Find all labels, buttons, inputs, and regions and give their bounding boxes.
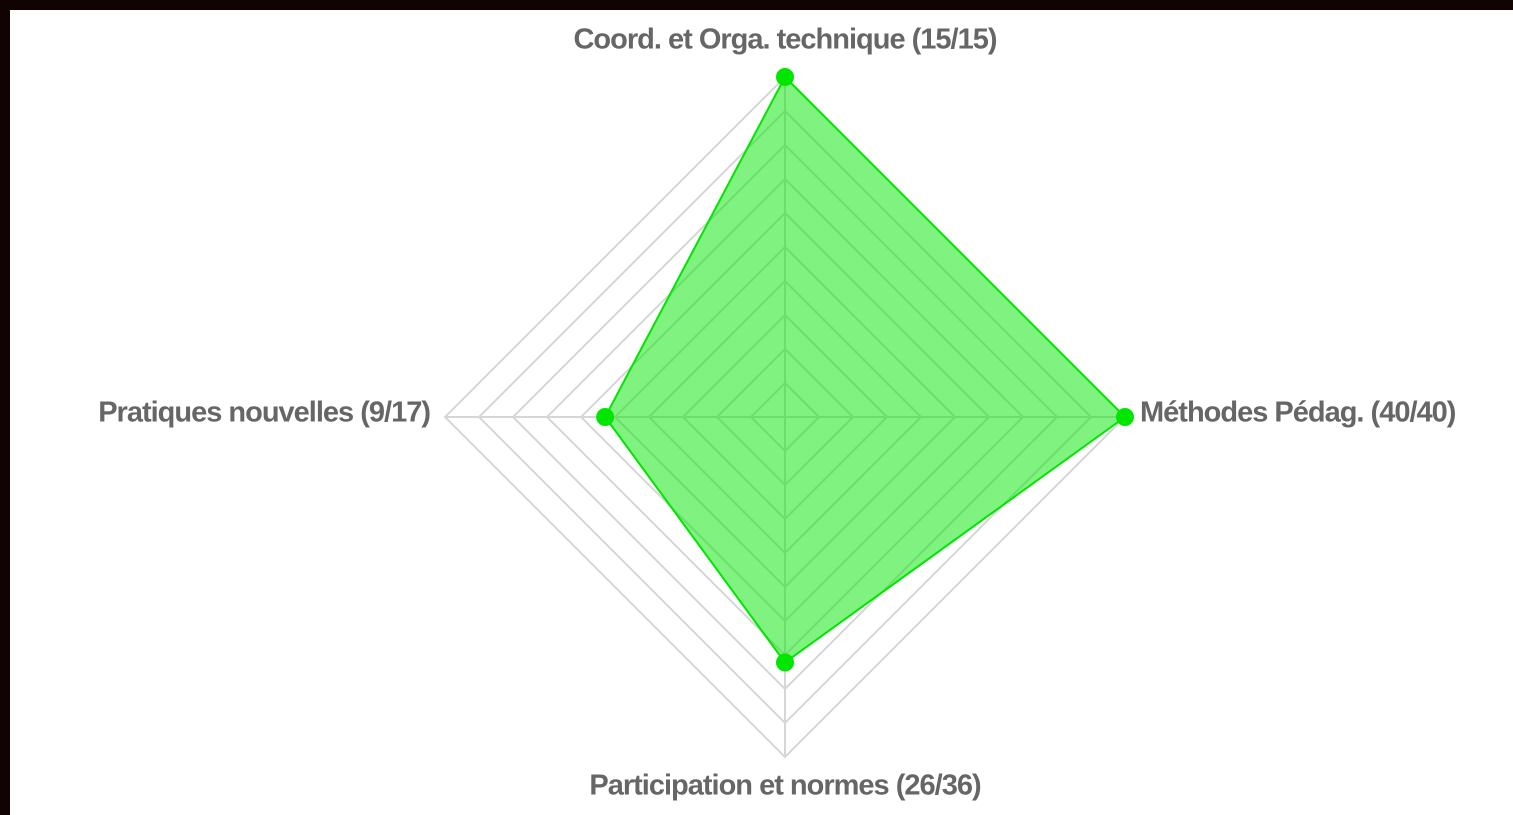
point [776,68,794,86]
axis-label: Coord. et Orga. technique (15/15) [573,24,996,56]
axis-label: Méthodes Pédag. (40/40) [1140,397,1456,429]
point [776,653,794,672]
axis-label: Pratiques nouvelles (9/17) [98,397,430,429]
point [1116,408,1134,426]
point [596,408,615,426]
axis-label: Participation et normes (26/36) [589,770,981,802]
